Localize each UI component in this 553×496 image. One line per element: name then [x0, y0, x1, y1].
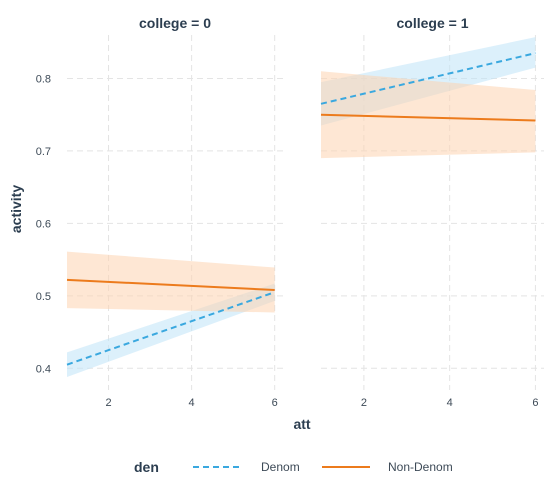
series-line-denom: [66, 291, 276, 366]
panel-1: college = 1: [320, 15, 544, 390]
panel-0: college = 0: [66, 15, 283, 390]
legend-label: Non-Denom: [388, 460, 453, 474]
x-tick-label: 2: [361, 397, 367, 409]
panel-title: college = 0: [139, 15, 211, 31]
x-tick-label: 4: [189, 397, 195, 409]
series-line-non-denom: [320, 113, 536, 122]
x-axis-title: att: [293, 416, 310, 432]
y-tick-label: 0.8: [36, 73, 51, 85]
y-tick-label: 0.6: [36, 218, 51, 230]
legend-label: Denom: [261, 460, 300, 474]
confidence-band-non-denom: [321, 71, 536, 159]
series-line-non-denom: [66, 278, 275, 292]
x-tick-label: 6: [272, 397, 278, 409]
x-tick-label: 2: [105, 397, 111, 409]
confidence-band-non-denom: [67, 251, 275, 313]
x-axes: 2 4 6 2 4 6: [105, 397, 538, 409]
x-tick-label: 4: [447, 397, 453, 409]
legend-items: Denom Non-Denom: [193, 460, 453, 474]
y-tick-label: 0.4: [36, 363, 51, 375]
panel-title: college = 1: [397, 15, 469, 31]
legend-title: den: [134, 459, 159, 475]
y-axis: 0.4 0.5 0.6 0.7 0.8: [36, 73, 51, 375]
y-axis-title: activity: [8, 185, 24, 233]
y-tick-label: 0.5: [36, 291, 51, 303]
series-line-denom: [320, 52, 536, 105]
legend: den Denom Non-Denom: [134, 459, 453, 475]
x-tick-label: 6: [532, 397, 538, 409]
panels: college = 0 college = 1: [66, 15, 544, 390]
y-tick-label: 0.7: [36, 146, 51, 158]
